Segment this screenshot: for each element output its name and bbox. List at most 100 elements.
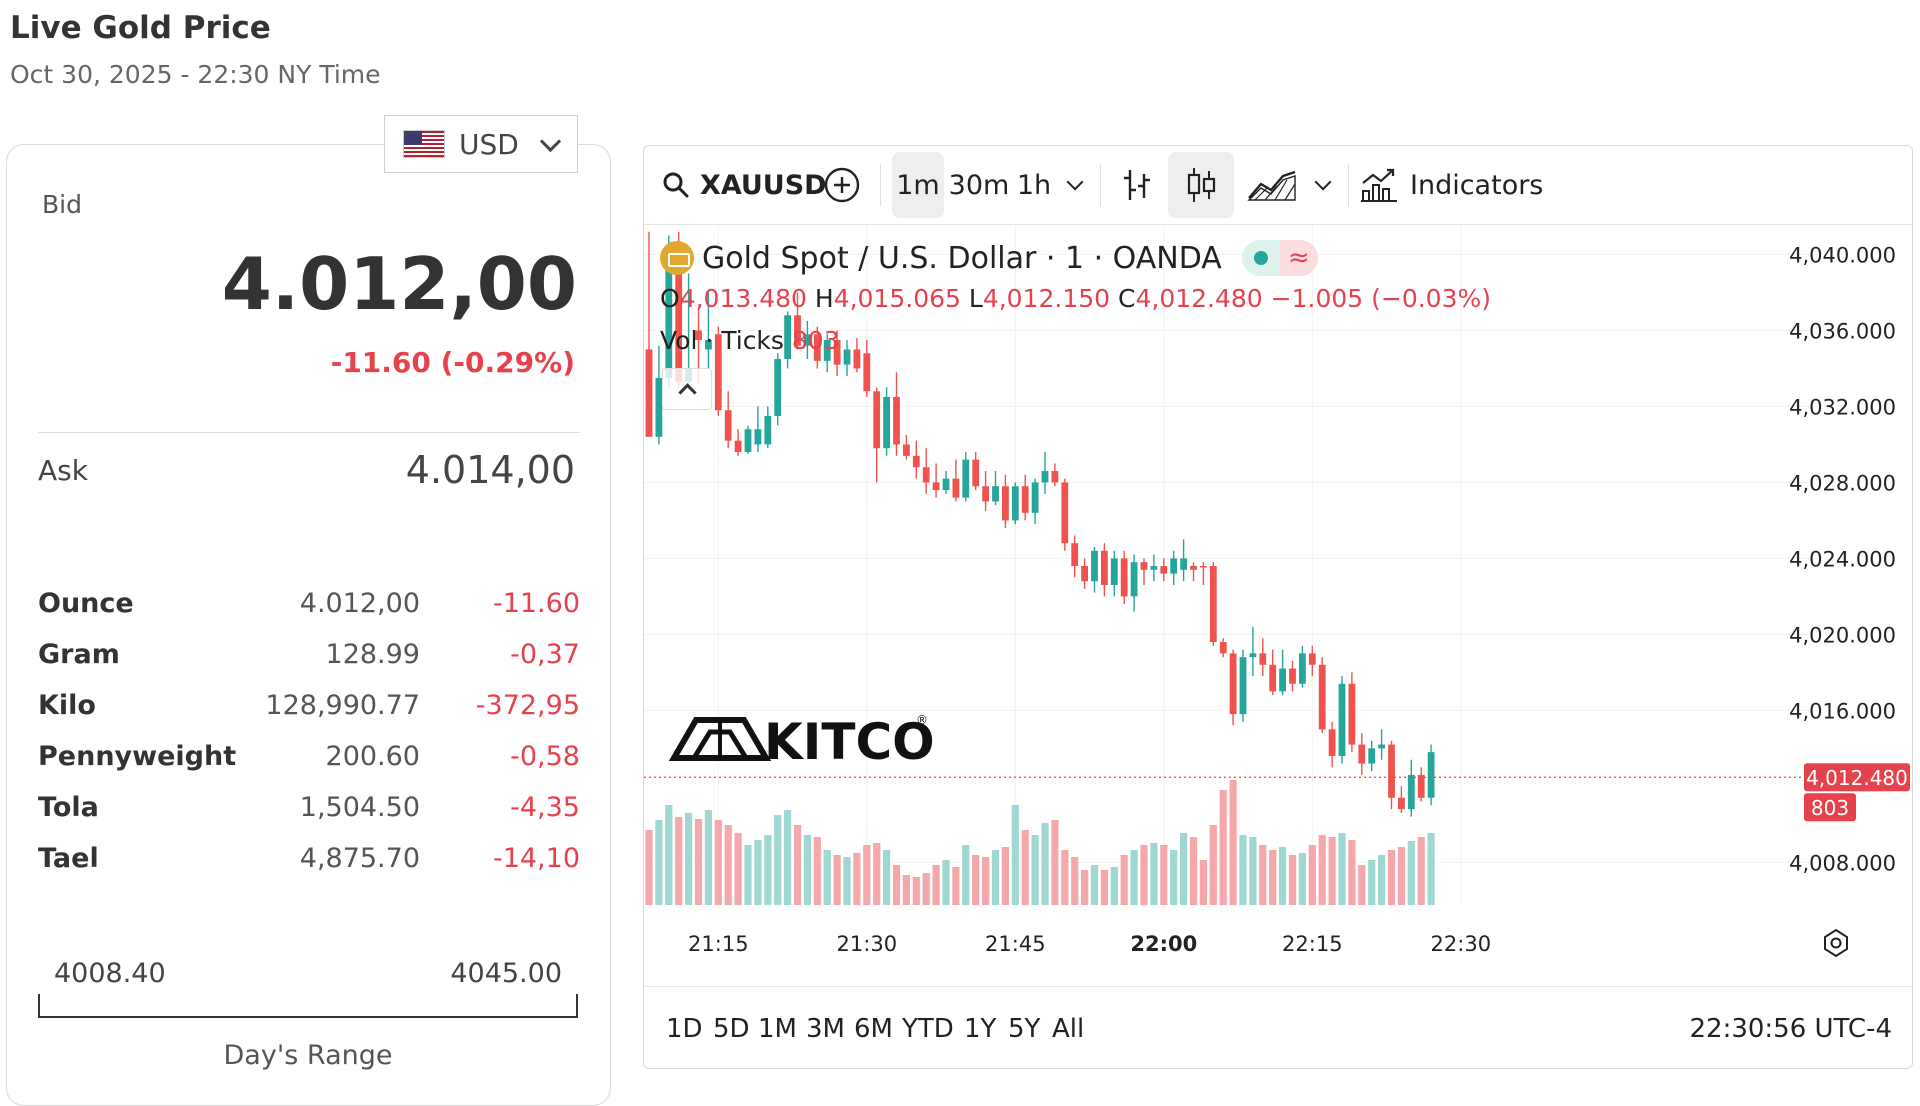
volume-bar: [1298, 853, 1306, 905]
candle-body: [804, 334, 811, 346]
settings-button[interactable]: [1824, 928, 1848, 958]
unit-name: Ounce: [38, 588, 134, 619]
time-tick-label: 22:15: [1282, 932, 1343, 956]
volume-bar: [685, 813, 693, 905]
volume-bar: [863, 845, 871, 905]
interval-1h[interactable]: 1h: [1016, 169, 1052, 201]
candle-body: [893, 396, 900, 445]
candle-body: [1279, 668, 1286, 692]
bar-chart-type-button[interactable]: [1112, 152, 1162, 218]
candle-chart-type-button[interactable]: [1168, 152, 1234, 218]
candle-body: [724, 410, 732, 441]
candle-body: [922, 467, 930, 483]
volume-bar: [843, 857, 851, 905]
volume-bar: [724, 825, 732, 905]
candle-body: [695, 330, 702, 340]
time-axis: 21:15 21:30 21:45 22:00 22:15 22:30: [688, 932, 1491, 956]
unit-value: 128,990.77: [265, 690, 420, 721]
search-icon: [663, 172, 689, 198]
market-status-pill[interactable]: ≈: [1241, 240, 1318, 276]
range-button-1y[interactable]: 1Y: [964, 1014, 997, 1044]
volume-bar: [883, 850, 891, 905]
range-button-6m[interactable]: 6M: [854, 1014, 893, 1044]
candle-body: [1229, 653, 1237, 715]
volume-bar: [1041, 823, 1049, 905]
volume-bar: [744, 845, 752, 905]
volume-bar: [952, 867, 960, 905]
candle-body: [1407, 774, 1415, 810]
area-chart-type-button[interactable]: [1244, 152, 1300, 218]
range-button-3m[interactable]: 3M: [806, 1014, 845, 1044]
range-button-all[interactable]: All: [1052, 1014, 1085, 1044]
chevron-up-icon: [677, 382, 697, 402]
unit-value: 4.012,00: [299, 588, 420, 619]
volume-bar: [645, 830, 653, 905]
candle-body: [1130, 562, 1138, 597]
hexagon-settings-icon: [1824, 928, 1848, 958]
days-range-high: 4045.00: [450, 958, 562, 989]
range-button-ytd[interactable]: YTD: [902, 1014, 954, 1044]
symbol-search[interactable]: XAUUSD: [662, 152, 827, 218]
candle-body: [833, 339, 841, 365]
volume-bar: [1140, 845, 1148, 905]
volume-bar: [1051, 820, 1059, 905]
last-volume-tag-label: 803: [1811, 796, 1849, 820]
price-tick-label: 4,032.000: [1789, 395, 1896, 419]
open-label: O: [660, 284, 680, 313]
candle-body: [675, 263, 683, 382]
candle-body: [932, 482, 940, 491]
candle-body: [972, 459, 980, 487]
volume-bar: [991, 850, 1000, 905]
interval-30m[interactable]: 30m: [948, 169, 1010, 201]
candle-body: [774, 358, 782, 416]
volume-bar: [932, 865, 940, 905]
interval-1m[interactable]: 1m: [892, 152, 944, 218]
volume-bar: [675, 817, 683, 905]
price-chart[interactable]: KITCO ® 4,040.000 4,036.000 4,032.000 4,028…: [644, 226, 1912, 986]
volume-bar: [1021, 830, 1029, 905]
range-button-5y[interactable]: 5Y: [1008, 1014, 1041, 1044]
chevron-down-icon: [1314, 173, 1332, 191]
candle-body: [952, 478, 960, 498]
volume-bar: [962, 845, 970, 905]
volume-bar: [813, 837, 821, 905]
candle-body: [744, 429, 752, 453]
open-value: 4,013.480: [679, 284, 807, 313]
candle-body: [1398, 797, 1405, 810]
candle-body: [1348, 683, 1356, 745]
volume-bar: [1397, 847, 1405, 905]
unit-change: -0,58: [510, 741, 580, 772]
range-button-1m[interactable]: 1M: [758, 1014, 797, 1044]
range-button-1d[interactable]: 1D: [666, 1014, 703, 1044]
unit-row-tael: Tael 4,875.70 -14,10: [38, 833, 580, 884]
unit-row-tola: Tola 1,504.50 -4,35: [38, 782, 580, 833]
candle-body: [942, 478, 950, 491]
time-tick-label: 22:30: [1431, 932, 1492, 956]
candle-body: [1190, 566, 1197, 570]
volume-bar: [902, 875, 910, 905]
candle-body: [982, 486, 989, 502]
volume-legend: Vol · Ticks 803: [660, 326, 840, 355]
candle-body: [1259, 653, 1267, 665]
days-range-label: Day's Range: [223, 1040, 393, 1071]
currency-select[interactable]: USD: [384, 115, 578, 173]
chart-type-dropdown[interactable]: [1308, 152, 1338, 218]
volume-bar: [1427, 833, 1435, 905]
ohlc-legend: O4,013.480 H4,015.065 L4,012.150 C4,012.…: [660, 284, 1491, 313]
candles-icon: [1187, 168, 1216, 202]
unit-name: Pennyweight: [38, 741, 237, 772]
indicators-button[interactable]: Indicators: [1360, 152, 1543, 218]
time-tick-label: 21:45: [985, 932, 1046, 956]
volume-bar: [694, 819, 703, 905]
unit-change: -14,10: [492, 843, 580, 874]
volume-bar: [665, 805, 673, 905]
bid-change: -11.60 (-0.29%): [330, 346, 575, 379]
range-button-5d[interactable]: 5D: [713, 1014, 750, 1044]
unit-value: 200.60: [325, 741, 420, 772]
unit-row-ounce: Ounce 4.012,00 -11.60: [38, 578, 580, 629]
compare-button[interactable]: [820, 152, 864, 218]
collapse-legend-button[interactable]: [662, 368, 712, 410]
interval-dropdown[interactable]: [1060, 152, 1090, 218]
last-volume-tag: [1804, 793, 1856, 822]
candle-body: [903, 444, 910, 456]
